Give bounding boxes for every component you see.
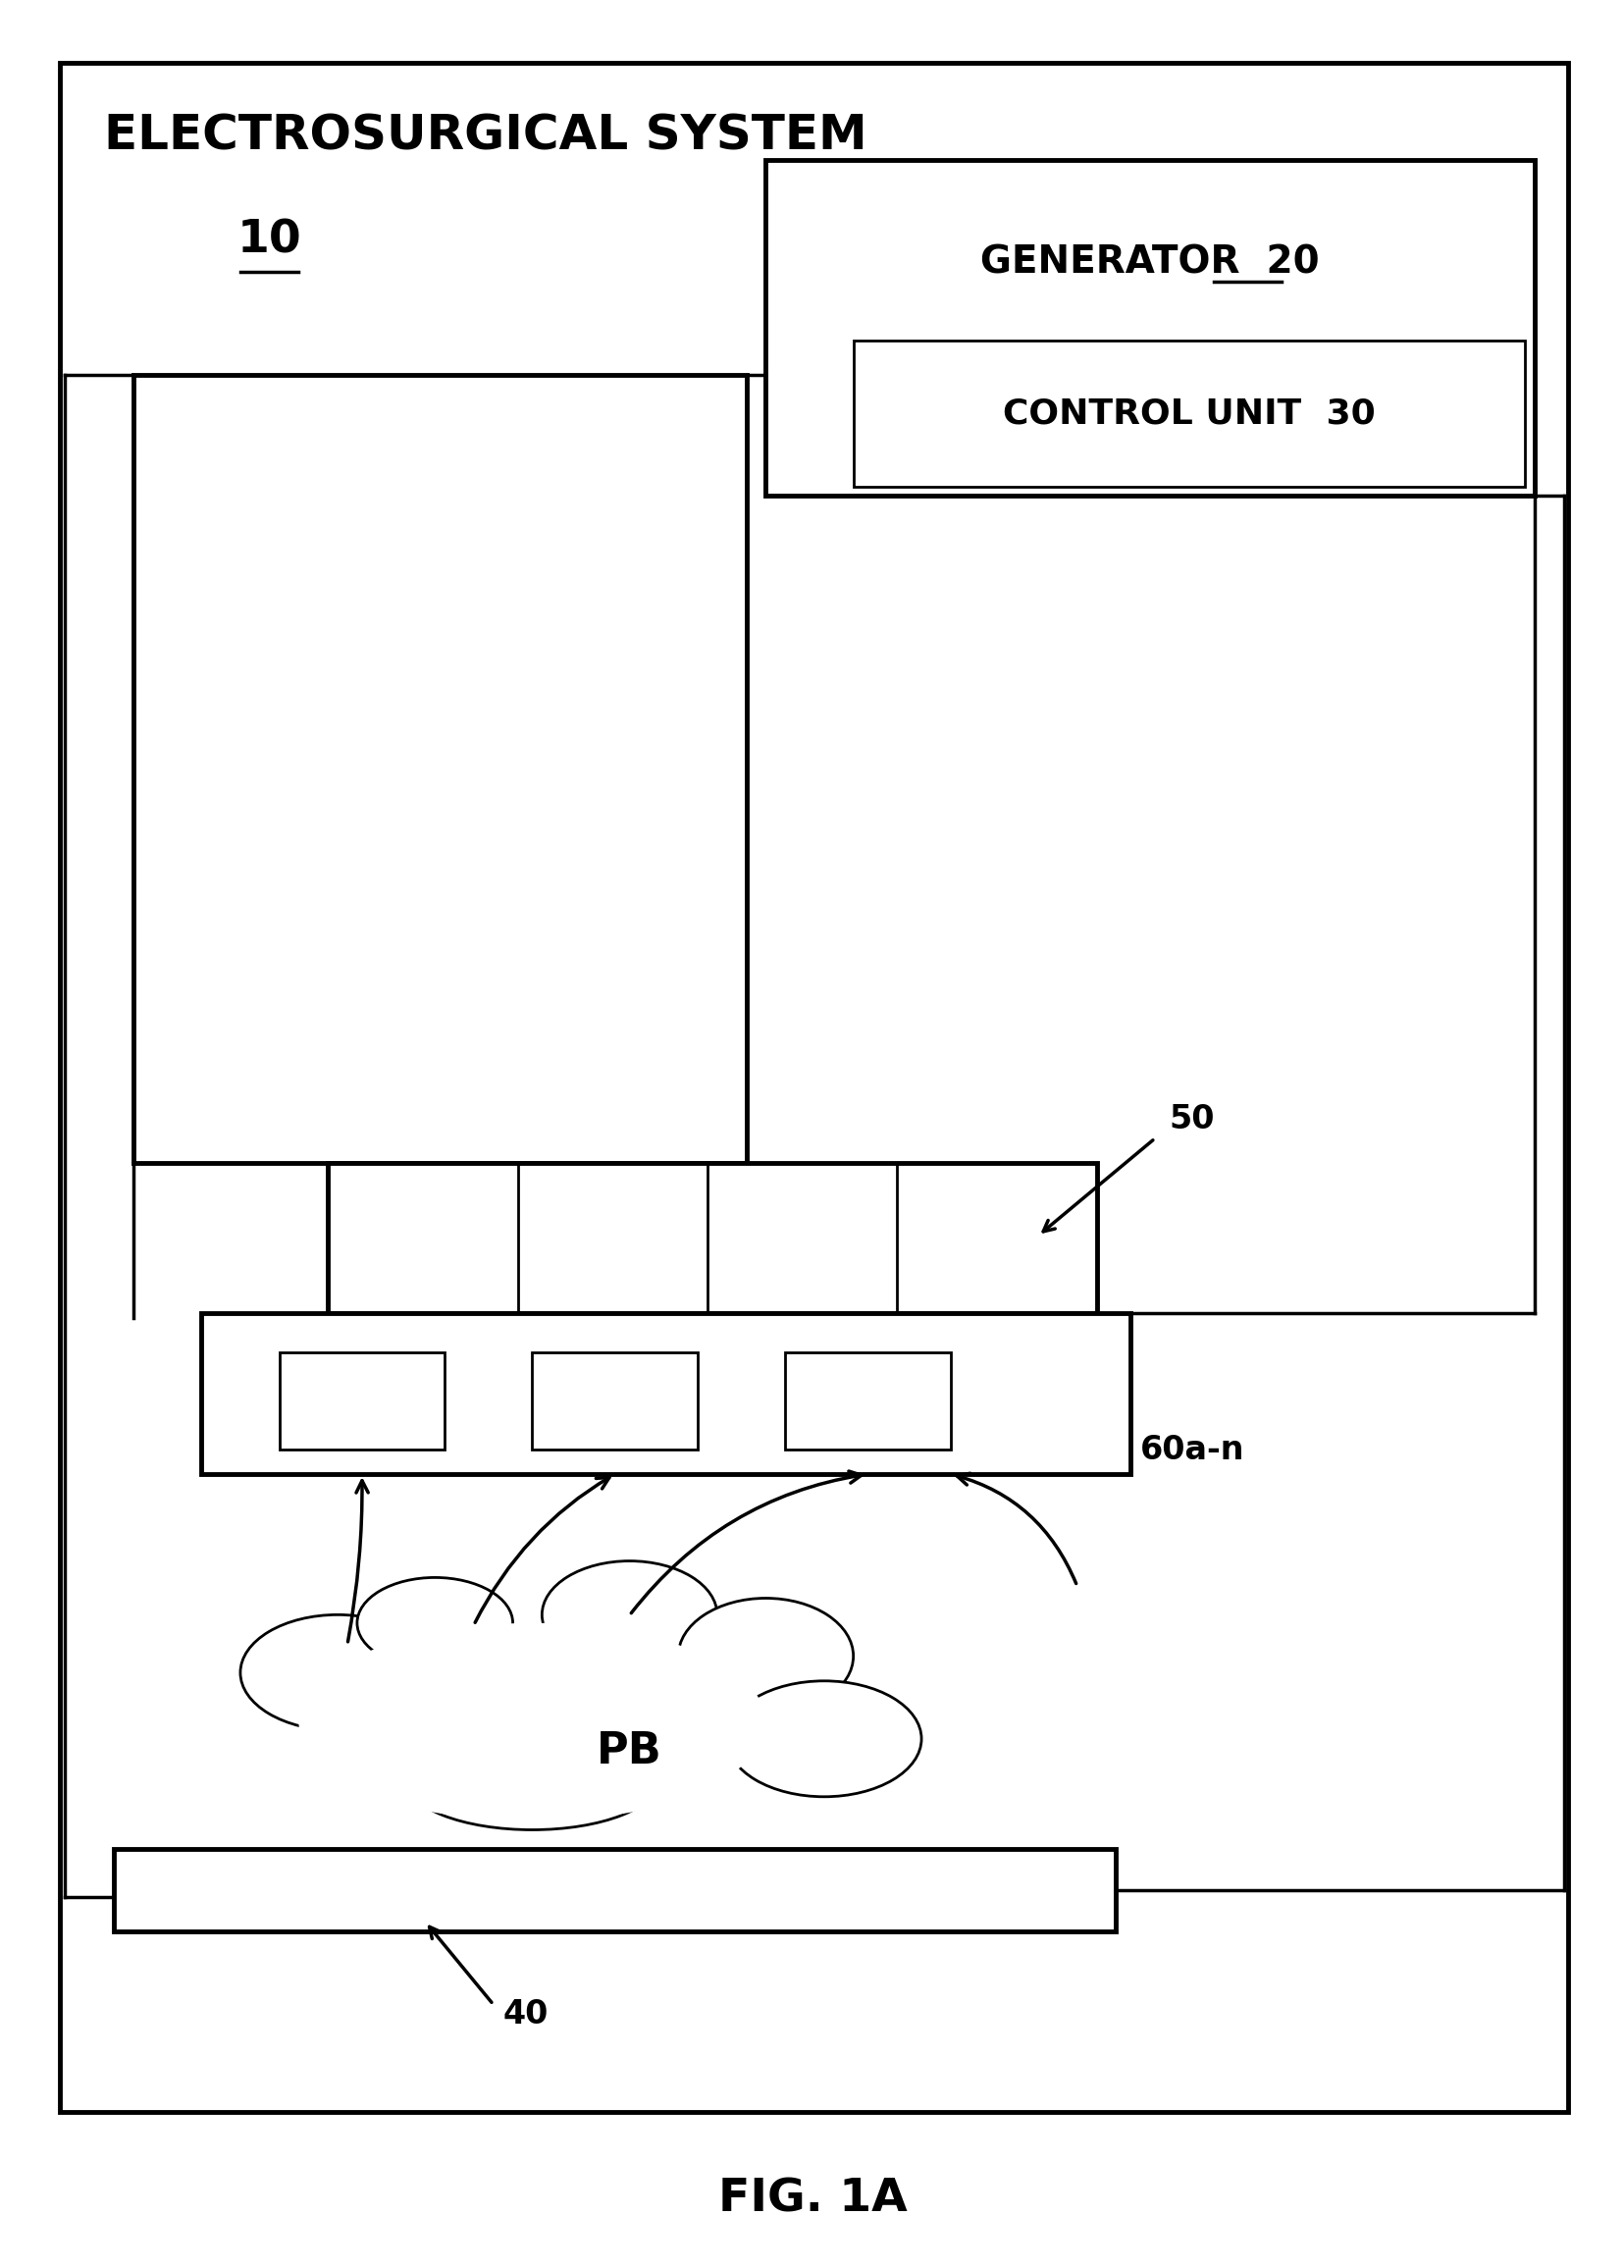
Ellipse shape — [240, 1615, 435, 1730]
Bar — [201, 1313, 1130, 1474]
Ellipse shape — [677, 1599, 853, 1715]
Ellipse shape — [299, 1624, 765, 1821]
Text: 10: 10 — [237, 218, 302, 263]
Ellipse shape — [406, 1730, 658, 1830]
Text: FIG. 1A: FIG. 1A — [718, 2177, 906, 2220]
Text: GENERATOR  20: GENERATOR 20 — [979, 245, 1319, 281]
Bar — [279, 1352, 445, 1449]
Bar — [853, 340, 1523, 485]
Text: ELECTROSURGICAL SYSTEM: ELECTROSURGICAL SYSTEM — [104, 113, 867, 159]
Bar — [533, 1352, 697, 1449]
Ellipse shape — [726, 1681, 921, 1796]
Ellipse shape — [357, 1579, 513, 1669]
Bar — [765, 161, 1533, 497]
Text: 50: 50 — [1169, 1102, 1215, 1134]
Bar — [784, 1352, 950, 1449]
FancyArrowPatch shape — [630, 1472, 861, 1613]
Text: PB: PB — [596, 1730, 663, 1774]
Bar — [114, 1848, 1116, 1932]
Text: 40: 40 — [503, 1998, 549, 2030]
Text: CONTROL UNIT  30: CONTROL UNIT 30 — [1002, 397, 1374, 431]
FancyArrowPatch shape — [957, 1474, 1075, 1583]
Bar — [328, 1163, 1096, 1313]
FancyArrowPatch shape — [474, 1476, 609, 1622]
Ellipse shape — [542, 1560, 716, 1669]
FancyArrowPatch shape — [348, 1481, 369, 1642]
Bar — [133, 374, 745, 1163]
Ellipse shape — [377, 1649, 687, 1796]
Text: 60a-n: 60a-n — [1140, 1433, 1244, 1465]
